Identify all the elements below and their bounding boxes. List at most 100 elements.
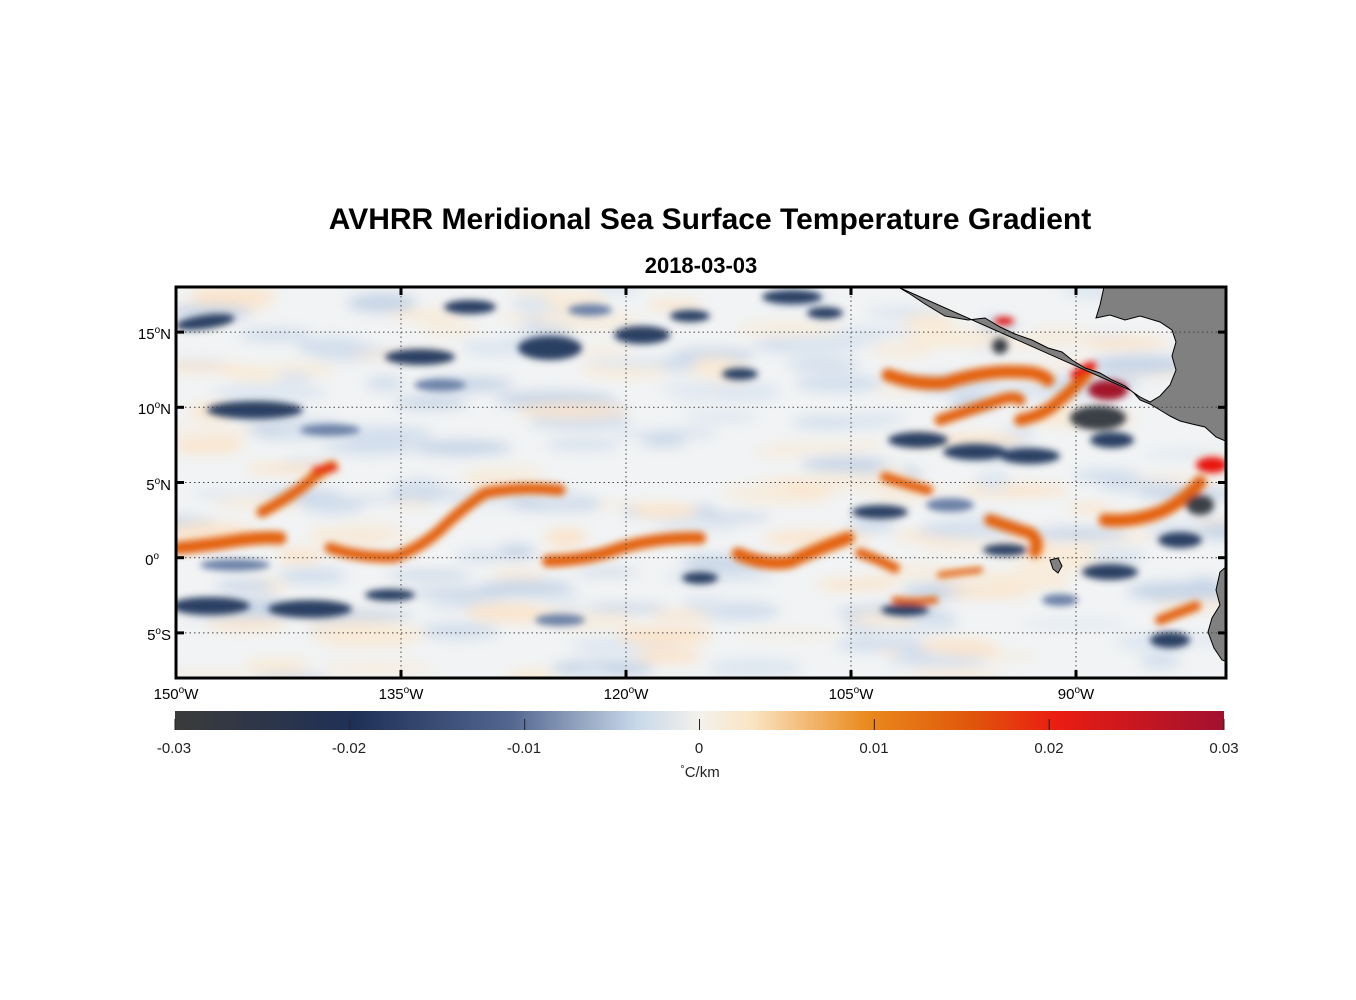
gradient-texture (616, 626, 713, 646)
gradient-texture (1152, 598, 1226, 613)
gradient-texture (719, 484, 795, 499)
gradient-texture (515, 403, 629, 418)
map-date-subtitle: 2018-03-03 (644, 253, 758, 278)
gradient-texture (466, 341, 524, 357)
gradient-texture (480, 580, 574, 594)
gradient-texture (917, 638, 993, 653)
colorbar-tick-label: -0.01 (506, 740, 542, 757)
lat-label-5n: 5oN (146, 476, 171, 494)
gradient-texture (198, 436, 246, 445)
cold-front (807, 307, 843, 319)
cold-front (926, 498, 974, 512)
gradient-texture (944, 587, 1032, 599)
cold-front (176, 313, 235, 331)
cold-front (1070, 406, 1126, 430)
warm-front (731, 531, 855, 570)
gradient-texture (347, 293, 417, 313)
gradient-texture (794, 374, 884, 392)
gradient-texture (634, 648, 703, 664)
warm-front (934, 392, 1026, 426)
gradient-texture (917, 541, 1004, 553)
gradient-texture (706, 658, 803, 678)
warm-front (881, 365, 1055, 390)
gradient-texture (416, 622, 500, 640)
gradient-texture (276, 548, 323, 564)
gradient-texture (389, 309, 468, 322)
gradient-texture (545, 439, 620, 450)
gradient-texture (494, 391, 615, 408)
warm-front (937, 567, 983, 578)
gradient-texture (611, 431, 716, 438)
gradient-texture (584, 604, 669, 612)
gradient-texture (276, 373, 313, 382)
gradient-texture (664, 572, 776, 581)
cold-front (535, 614, 585, 626)
cold-front (385, 349, 455, 365)
gradient-texture (576, 568, 638, 576)
gradient-texture (469, 466, 545, 482)
gradient-texture (1078, 336, 1170, 350)
cold-front (881, 604, 929, 616)
gradient-texture (733, 630, 844, 638)
gradient-texture (683, 414, 758, 421)
warm-front (880, 472, 933, 495)
land-mass (897, 287, 1226, 662)
gradient-texture (593, 287, 641, 295)
gradient-texture (214, 580, 276, 591)
colorbar-tick-label: -0.02 (331, 740, 367, 757)
gradient-texture (870, 340, 935, 359)
axis-ticks (174, 287, 1226, 678)
gradient-texture (205, 619, 288, 631)
cold-front (1000, 448, 1060, 464)
cold-front (682, 572, 718, 584)
gradient-texture (193, 490, 238, 498)
gradient-texture (957, 483, 1072, 497)
cold-front (888, 432, 948, 448)
warm-front (176, 531, 287, 555)
gradient-texture (800, 456, 890, 472)
gradient-texture (574, 347, 632, 355)
gradient-texture (1068, 503, 1112, 514)
warm-front (542, 531, 706, 567)
lon-label-105w: 105oW (828, 685, 874, 703)
warm-front (1098, 475, 1207, 527)
gradient-texture (793, 416, 855, 428)
gradient-texture (1073, 469, 1143, 483)
gradient-texture (320, 663, 434, 673)
gradient-texture (389, 500, 432, 508)
gradient-texture (322, 440, 418, 456)
warm-front (1014, 366, 1094, 426)
cold-front (176, 597, 250, 615)
gradient-texture (391, 479, 445, 497)
gradient-texture (1198, 522, 1226, 541)
gradient-texture (455, 550, 510, 562)
gradient-texture (366, 375, 405, 391)
warm-front (855, 548, 900, 573)
gradient-texture (1127, 581, 1226, 601)
gradient-texture (786, 357, 860, 372)
gradient-texture (419, 322, 481, 336)
cold-front (300, 424, 360, 436)
gradient-texture (843, 440, 884, 451)
cold-front (1186, 495, 1214, 515)
strong-front (1196, 457, 1226, 473)
gradient-texture (327, 496, 416, 503)
gradient-texture (343, 426, 434, 443)
cold-front (943, 444, 1007, 460)
gradient-texture (507, 668, 557, 678)
gradient-texture (176, 670, 228, 678)
gradient-texture (498, 313, 561, 321)
warm-front (324, 483, 566, 563)
lon-label-150w: 150oW (153, 685, 199, 703)
gradient-texture (648, 300, 704, 311)
cold-front (207, 401, 303, 419)
gradient-texture (843, 412, 908, 424)
lat-label-10n: 10oN (137, 400, 171, 418)
cold-front (983, 544, 1027, 556)
gradient-texture (640, 437, 687, 447)
gradient-texture (903, 330, 1015, 348)
cold-front (762, 290, 822, 304)
gradient-texture (213, 383, 328, 402)
cold-front (852, 505, 908, 519)
warm-front (891, 596, 939, 605)
